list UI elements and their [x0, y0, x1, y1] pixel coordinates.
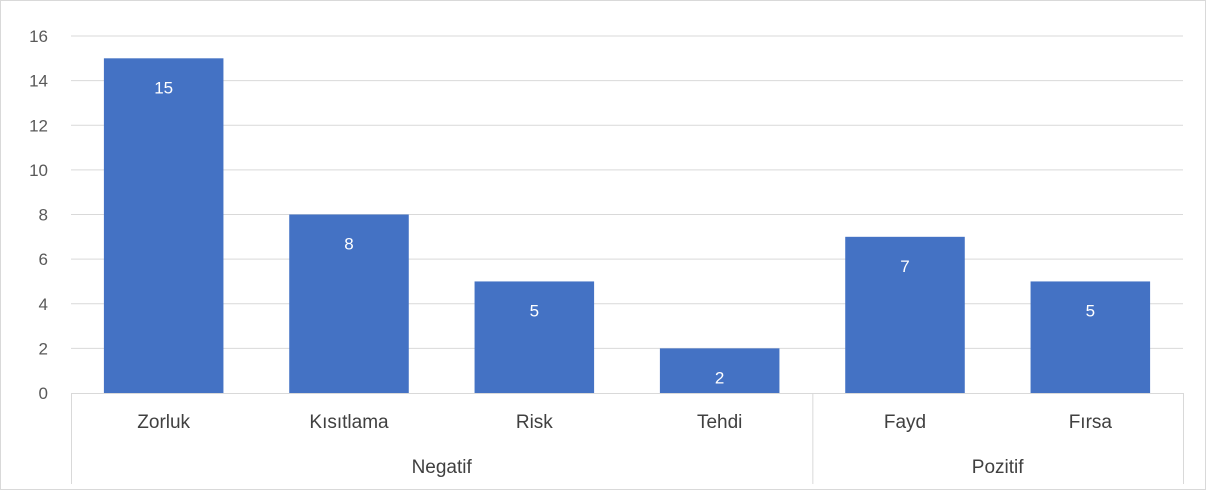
- y-tick-label: 0: [39, 384, 48, 403]
- x-tick-label: Fırsa: [1069, 412, 1113, 433]
- bar: [474, 281, 595, 393]
- x-tick-label: Tehdi: [697, 412, 742, 433]
- labels: 0 2 4 6 8 10 12 14 16 15 Zorluk 8 Kısıtlama 5 Risk 2 Teh…: [29, 27, 1112, 478]
- x-tick-label: Risk: [516, 412, 553, 433]
- data-label: 8: [344, 235, 353, 254]
- x-tick-label: Zorluk: [137, 412, 190, 433]
- y-tick-label: 16: [29, 27, 48, 46]
- bar: [289, 214, 409, 393]
- y-tick-label: 4: [39, 295, 48, 314]
- x-tick-label: Kısıtlama: [309, 412, 389, 433]
- bar: [1030, 281, 1151, 393]
- bar: [103, 58, 224, 393]
- y-tick-label: 6: [39, 250, 48, 269]
- y-tick-label: 8: [39, 206, 48, 225]
- gridlines: [71, 35, 1183, 349]
- y-tick-label: 2: [39, 339, 48, 358]
- bar: [659, 348, 780, 393]
- data-label: 5: [1086, 301, 1095, 320]
- group-label: Pozitif: [972, 457, 1024, 478]
- bars: [103, 58, 1151, 393]
- y-tick-label: 10: [29, 161, 48, 180]
- data-label: 5: [530, 301, 539, 320]
- group-label: Negatif: [412, 457, 473, 478]
- data-label: 15: [154, 78, 173, 97]
- bar: [845, 236, 965, 393]
- y-tick-label: 12: [29, 116, 48, 135]
- y-tick-label: 14: [29, 72, 48, 91]
- data-label: 7: [900, 257, 909, 276]
- x-tick-label: Fayd: [884, 412, 926, 433]
- data-label: 2: [715, 368, 724, 387]
- axes: [71, 393, 1184, 484]
